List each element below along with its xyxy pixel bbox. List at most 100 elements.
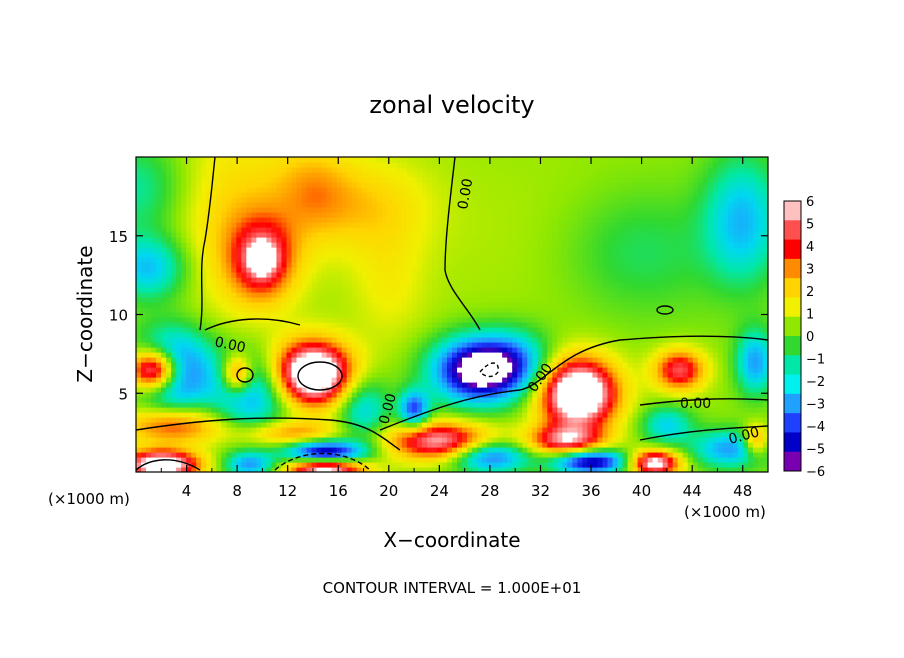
heatmap-cell: [457, 352, 463, 358]
heatmap-cell: [281, 432, 288, 438]
heatmap-cell: [201, 357, 207, 363]
heatmap-cell: [236, 282, 242, 288]
heatmap-cell: [346, 357, 353, 363]
heatmap-cell: [141, 427, 147, 433]
heatmap-cell: [206, 317, 212, 323]
heatmap-cell: [141, 267, 147, 273]
heatmap-cell: [411, 392, 418, 398]
heatmap-cell: [251, 467, 257, 472]
heatmap-cell: [472, 202, 478, 208]
heatmap-cell: [146, 307, 152, 313]
heatmap-cell: [316, 187, 323, 193]
heatmap-cell: [276, 457, 283, 463]
heatmap-cell: [497, 372, 503, 378]
heatmap-cell: [517, 432, 523, 438]
heatmap-cell: [221, 372, 227, 378]
heatmap-cell: [186, 212, 192, 218]
heatmap-cell: [281, 162, 288, 168]
heatmap-cell: [246, 427, 252, 433]
heatmap-cell: [296, 257, 303, 263]
heatmap-cell: [421, 252, 428, 258]
heatmap-cell: [261, 232, 268, 238]
heatmap-cell: [492, 467, 498, 472]
heatmap-cell: [467, 412, 473, 418]
heatmap-cell: [366, 272, 373, 278]
heatmap-cell: [371, 447, 378, 453]
heatmap-cell: [351, 357, 358, 363]
heatmap-cell: [306, 227, 313, 233]
heatmap-cell: [371, 422, 378, 428]
heatmap-cell: [326, 187, 333, 193]
heatmap-cell: [301, 342, 308, 348]
heatmap-cell: [411, 422, 418, 428]
heatmap-cell: [351, 267, 358, 273]
heatmap-cell: [246, 342, 252, 348]
heatmap-cell: [361, 162, 368, 168]
heatmap-cell: [291, 262, 298, 268]
heatmap-cell: [522, 197, 528, 203]
heatmap-cell: [331, 322, 338, 328]
heatmap-cell: [331, 427, 338, 433]
heatmap-cell: [281, 287, 288, 293]
heatmap-cell: [141, 297, 147, 303]
heatmap-cell: [356, 447, 363, 453]
heatmap-cell: [176, 277, 182, 283]
heatmap-cell: [216, 362, 222, 368]
heatmap-cell: [532, 427, 538, 433]
heatmap-cell: [136, 442, 142, 448]
heatmap-cell: [236, 427, 242, 433]
heatmap-cell: [441, 462, 448, 468]
heatmap-cell: [386, 347, 393, 353]
heatmap-cell: [431, 457, 438, 463]
heatmap-cell: [136, 407, 142, 413]
heatmap-cell: [507, 397, 513, 403]
heatmap-cell: [472, 227, 478, 233]
heatmap-cell: [517, 347, 523, 353]
heatmap-cell: [161, 442, 167, 448]
heatmap-cell: [161, 342, 167, 348]
heatmap-cell: [291, 307, 298, 313]
heatmap-cell: [487, 307, 493, 313]
heatmap-cell: [316, 202, 323, 208]
heatmap-cell: [206, 367, 212, 373]
heatmap-cell: [356, 307, 363, 313]
heatmap-cell: [301, 432, 308, 438]
heatmap-cell: [166, 272, 172, 278]
heatmap-cell: [376, 172, 383, 178]
heatmap-cell: [246, 222, 252, 228]
heatmap-cell: [321, 282, 328, 288]
heatmap-cell: [271, 177, 278, 183]
heatmap-cell: [311, 367, 318, 373]
heatmap-cell: [311, 377, 318, 383]
heatmap-cell: [356, 427, 363, 433]
heatmap-cell: [457, 407, 463, 413]
heatmap-cell: [316, 342, 323, 348]
heatmap-cell: [396, 352, 403, 358]
heatmap-cell: [381, 297, 388, 303]
heatmap-cell: [381, 232, 388, 238]
heatmap-cell: [256, 317, 262, 323]
heatmap-cell: [497, 437, 503, 443]
heatmap-cell: [276, 292, 283, 298]
heatmap-cell: [336, 442, 343, 448]
heatmap-cell: [231, 382, 237, 388]
heatmap-cell: [467, 372, 473, 378]
heatmap-cell: [226, 457, 232, 463]
heatmap-cell: [246, 387, 252, 393]
heatmap-cell: [477, 202, 483, 208]
heatmap-cell: [401, 252, 408, 258]
heatmap-cell: [216, 427, 222, 433]
heatmap-cell: [467, 452, 473, 458]
heatmap-cell: [181, 177, 187, 183]
heatmap-cell: [512, 402, 518, 408]
heatmap-cell: [457, 167, 463, 173]
heatmap-cell: [211, 347, 217, 353]
heatmap-cell: [211, 417, 217, 423]
heatmap-cell: [151, 372, 157, 378]
heatmap-cell: [492, 187, 498, 193]
heatmap-cell: [477, 357, 483, 363]
heatmap-cell: [336, 172, 343, 178]
heatmap-cell: [196, 342, 202, 348]
heatmap-cell: [171, 157, 177, 163]
heatmap-cell: [281, 277, 288, 283]
